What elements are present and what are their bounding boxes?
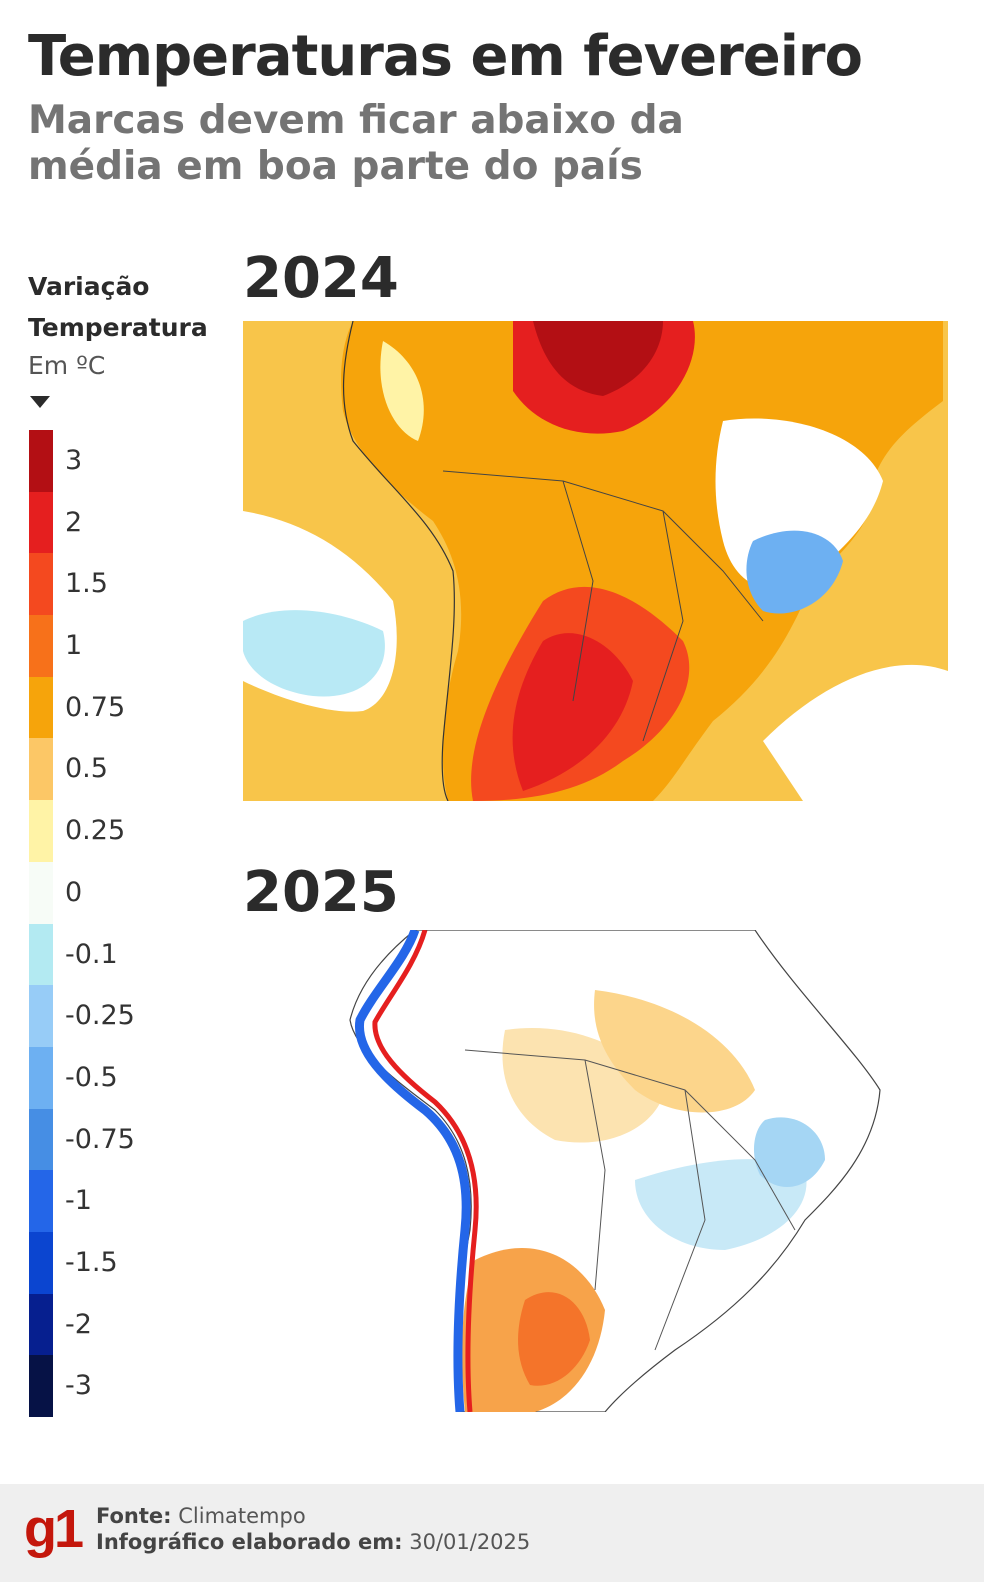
map-2025-north-warm [594,990,755,1113]
legend-unit: Em ºC [28,351,106,380]
map-2024-south-max [512,633,633,791]
legend-step-label: 1.5 [65,568,108,600]
page-subtitle: Marcas devem ficar abaixo da média em bo… [28,98,684,189]
legend-swatch [29,800,53,862]
legend-step-label: 3 [65,445,83,476]
map-2025-southeast-cool [635,1159,807,1250]
map-2025-andes-cool-band [354,930,471,1412]
footer-source: Fonte: Climatempo [96,1504,306,1528]
legend-title: Variação Temperatura [28,266,208,348]
legend-step-label: 1 [65,630,83,662]
color-scale: 3 2 1.5 1 0.75 0.5 0.25 0 -0.1 -0.25 -0.5 -0.75 -1 -1… [29,430,229,1417]
legend-step: 0.75 [29,676,229,739]
legend-step: 1.5 [29,553,229,616]
legend-swatch [29,923,53,986]
footer-date-label: Infográfico elaborado em: [96,1530,403,1554]
legend-swatch [29,1231,53,1294]
legend-swatch [29,1293,53,1356]
map-2025-east-cool [753,1117,825,1187]
map-2024-pacific-cool [243,610,385,697]
legend-step: -2 [29,1293,229,1356]
legend-swatch [29,1046,53,1109]
legend-step: -0.25 [29,985,229,1047]
footer-source-label: Fonte: [96,1504,172,1528]
legend-step: 0 [29,861,229,924]
legend-step: 2 [29,491,229,554]
legend-step: 0.25 [29,800,229,862]
map-2024-borders [442,470,764,742]
legend-swatch [29,1108,53,1171]
legend-step: -0.1 [29,923,229,986]
footer-source-value: Climatempo [178,1504,306,1528]
legend-step-label: 0 [65,876,83,908]
legend-step: 3 [29,430,229,492]
map-2025-borders [464,1049,796,1351]
legend-step-label: -0.5 [65,1061,118,1093]
map-2024-east-cool [746,530,843,614]
legend-step-label: 0.75 [65,691,126,723]
legend-step-label: 2 [65,506,83,538]
map-2025 [335,930,883,1412]
year-label-2024: 2024 [243,246,399,311]
legend-step-label: -0.25 [65,1000,135,1032]
legend-step-label: -0.75 [65,1123,135,1155]
legend-step: 1 [29,615,229,677]
legend-swatch [29,553,53,616]
map-2025-andes-warm-band [372,930,479,1412]
legend-step-label: -2 [65,1308,92,1340]
legend-step: -3 [29,1355,229,1417]
map-2024-north-max [533,321,663,396]
legend-swatch [29,615,53,677]
map-2025-south-hot [518,1292,590,1386]
legend-step-label: 0.5 [65,753,108,785]
legend-swatch [29,985,53,1047]
legend-step-label: -1.5 [65,1246,118,1278]
legend-swatch [29,1170,53,1232]
legend-step: 0.5 [29,738,229,801]
legend-step: -0.75 [29,1108,229,1171]
footer: g1 Fonte: Climatempo Infográfico elabora… [0,1484,984,1582]
legend-swatch [29,430,53,492]
legend-arrow-icon [30,396,50,408]
legend-title-line2: Temperatura [28,313,208,342]
page-title: Temperaturas em fevereiro [28,24,863,89]
legend-step-label: 0.25 [65,815,126,847]
legend-step-label: -0.1 [65,938,118,970]
legend-step-label: -1 [65,1185,92,1217]
map-2024-andes-neutral [380,341,424,441]
legend-step: -1.5 [29,1231,229,1294]
footer-date-value: 30/01/2025 [409,1530,531,1554]
legend-step-label: -3 [65,1370,92,1402]
legend-swatch [29,738,53,801]
legend-swatch [29,491,53,554]
map-2024 [243,321,948,801]
year-label-2025: 2025 [243,860,399,925]
legend-step: -0.5 [29,1046,229,1109]
legend-swatch [29,1355,53,1417]
map-2024-coastline [342,321,455,801]
legend-swatch [29,676,53,739]
g1-logo: g1 [24,1499,84,1559]
map-2024-atlantic-neutral [763,664,948,801]
legend-swatch [29,861,53,924]
legend-title-line1: Variação [28,272,150,301]
footer-date: Infográfico elaborado em: 30/01/2025 [96,1530,530,1554]
legend-step: -1 [29,1170,229,1232]
